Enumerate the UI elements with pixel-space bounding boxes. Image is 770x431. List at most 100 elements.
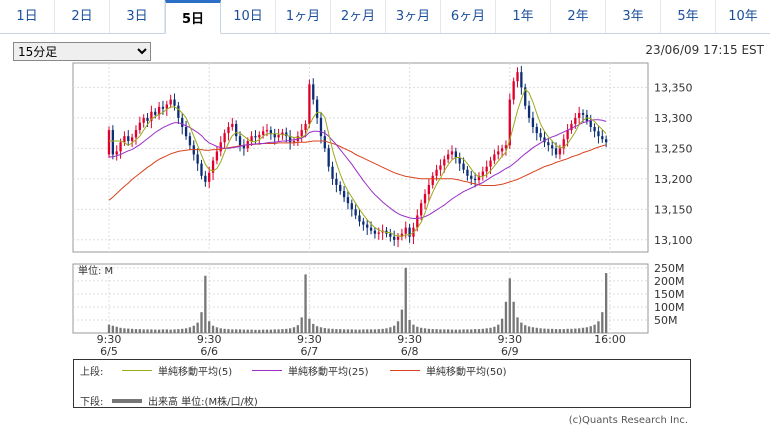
- volume-bar: [477, 329, 481, 333]
- volume-bar: [481, 328, 484, 333]
- candle-body: [462, 163, 465, 170]
- candle-body: [604, 139, 608, 143]
- volume-bar: [223, 328, 226, 333]
- candle-body: [516, 72, 519, 82]
- volume-bar: [146, 329, 149, 333]
- volume-bar: [157, 329, 161, 333]
- candle-body: [238, 136, 242, 146]
- timestamp: 23/06/09 17:15 EST: [645, 43, 764, 57]
- volume-bar: [493, 326, 496, 333]
- volume-bar: [593, 324, 596, 333]
- candle-body: [196, 154, 199, 164]
- candle-body: [211, 160, 215, 173]
- volume-bar: [489, 327, 492, 333]
- candle-body: [446, 154, 450, 160]
- candle-body: [157, 106, 161, 115]
- volume-bar: [500, 318, 504, 333]
- volume-bar: [393, 325, 396, 333]
- candle-body: [439, 165, 442, 170]
- volume-bar: [154, 329, 157, 333]
- candle-body: [215, 151, 219, 161]
- candle-body: [184, 127, 188, 137]
- candle-body: [165, 104, 168, 109]
- tab-13[interactable]: 10年: [728, 9, 758, 24]
- tab-11[interactable]: 3年: [606, 0, 661, 33]
- candle-body: [123, 136, 126, 143]
- volume-bar: [323, 328, 326, 333]
- tab-0[interactable]: 1日: [0, 0, 55, 33]
- volume-bar: [265, 329, 269, 333]
- volume-bar: [435, 329, 438, 333]
- candle-body: [408, 227, 411, 237]
- candle-body: [558, 148, 562, 155]
- candle-body: [342, 191, 346, 198]
- tab-12[interactable]: 5年: [661, 0, 716, 33]
- candle-body: [477, 175, 481, 181]
- volume-bar: [396, 321, 400, 333]
- volume-bar: [362, 329, 365, 333]
- volume-bar: [238, 329, 242, 333]
- x-tick-label: 9:30: [197, 333, 222, 346]
- tab-3[interactable]: 5日: [165, 0, 221, 34]
- candle-body: [497, 151, 500, 155]
- volume-bar: [516, 317, 519, 333]
- volume-bar: [358, 329, 361, 333]
- candle-body: [420, 203, 423, 216]
- volume-bar: [543, 328, 546, 333]
- volume-bar: [400, 309, 404, 333]
- x-tick-label: 9:30: [97, 333, 122, 346]
- candle-body: [466, 169, 469, 176]
- candle-body: [138, 122, 141, 131]
- volume-bar: [215, 327, 219, 333]
- candle-body: [177, 105, 180, 118]
- tab-8[interactable]: 6ヶ月: [441, 0, 496, 33]
- candle-body: [396, 236, 400, 240]
- candle-body: [269, 130, 273, 134]
- tab-4[interactable]: 10日: [221, 0, 276, 33]
- volume-bar: [200, 312, 203, 333]
- candle-body: [277, 134, 280, 138]
- volume-bar: [285, 328, 288, 333]
- tab-9[interactable]: 1年: [496, 0, 551, 33]
- tab-1[interactable]: 2日: [55, 0, 110, 33]
- candle-body: [335, 178, 338, 185]
- candle-body: [281, 132, 284, 135]
- candle-body: [242, 145, 246, 149]
- candle-body: [393, 236, 396, 240]
- tab-2[interactable]: 3日: [110, 0, 165, 33]
- candle-body: [208, 172, 211, 182]
- volume-bar: [177, 329, 180, 333]
- x-tick-label: 9:30: [397, 333, 422, 346]
- candle-body: [285, 132, 288, 137]
- tab-5[interactable]: 1ヶ月: [276, 0, 331, 33]
- candle-body: [127, 136, 130, 142]
- candle-body: [254, 136, 257, 138]
- tab-6[interactable]: 2ヶ月: [331, 0, 386, 33]
- tab-10[interactable]: 2年: [551, 0, 606, 33]
- candle-body: [574, 117, 577, 124]
- volume-bar: [439, 329, 442, 333]
- price-tick-label: 13,150: [654, 203, 693, 216]
- volume-bar: [547, 328, 550, 333]
- volume-bar: [115, 326, 118, 333]
- candle-body: [119, 142, 122, 152]
- tab-7[interactable]: 3ヶ月: [386, 0, 441, 33]
- candle-body: [593, 127, 596, 132]
- candle-body: [570, 123, 573, 131]
- volume-bar: [130, 328, 134, 333]
- volume-bar: [296, 325, 299, 333]
- candle-body: [547, 142, 550, 146]
- candle-body: [539, 133, 542, 138]
- legend-ma25: 単純移動平均(25): [288, 367, 369, 378]
- candle-body: [566, 130, 569, 140]
- volume-bar: [539, 328, 542, 333]
- candle-body: [200, 163, 203, 176]
- volume-bar: [246, 329, 249, 333]
- candle-body: [142, 117, 145, 123]
- candle-body: [458, 157, 461, 164]
- legend-ma50: 単純移動平均(50): [426, 367, 507, 378]
- candle-body: [520, 72, 523, 88]
- interval-select[interactable]: 15分足: [13, 42, 151, 61]
- price-tick-label: 13,350: [654, 81, 693, 94]
- period-tabs: 1日 2日 3日 5日 10日 1ヶ月 2ヶ月 3ヶ月 6ヶ月 1年 2年 3年 5年 10年: [0, 0, 770, 34]
